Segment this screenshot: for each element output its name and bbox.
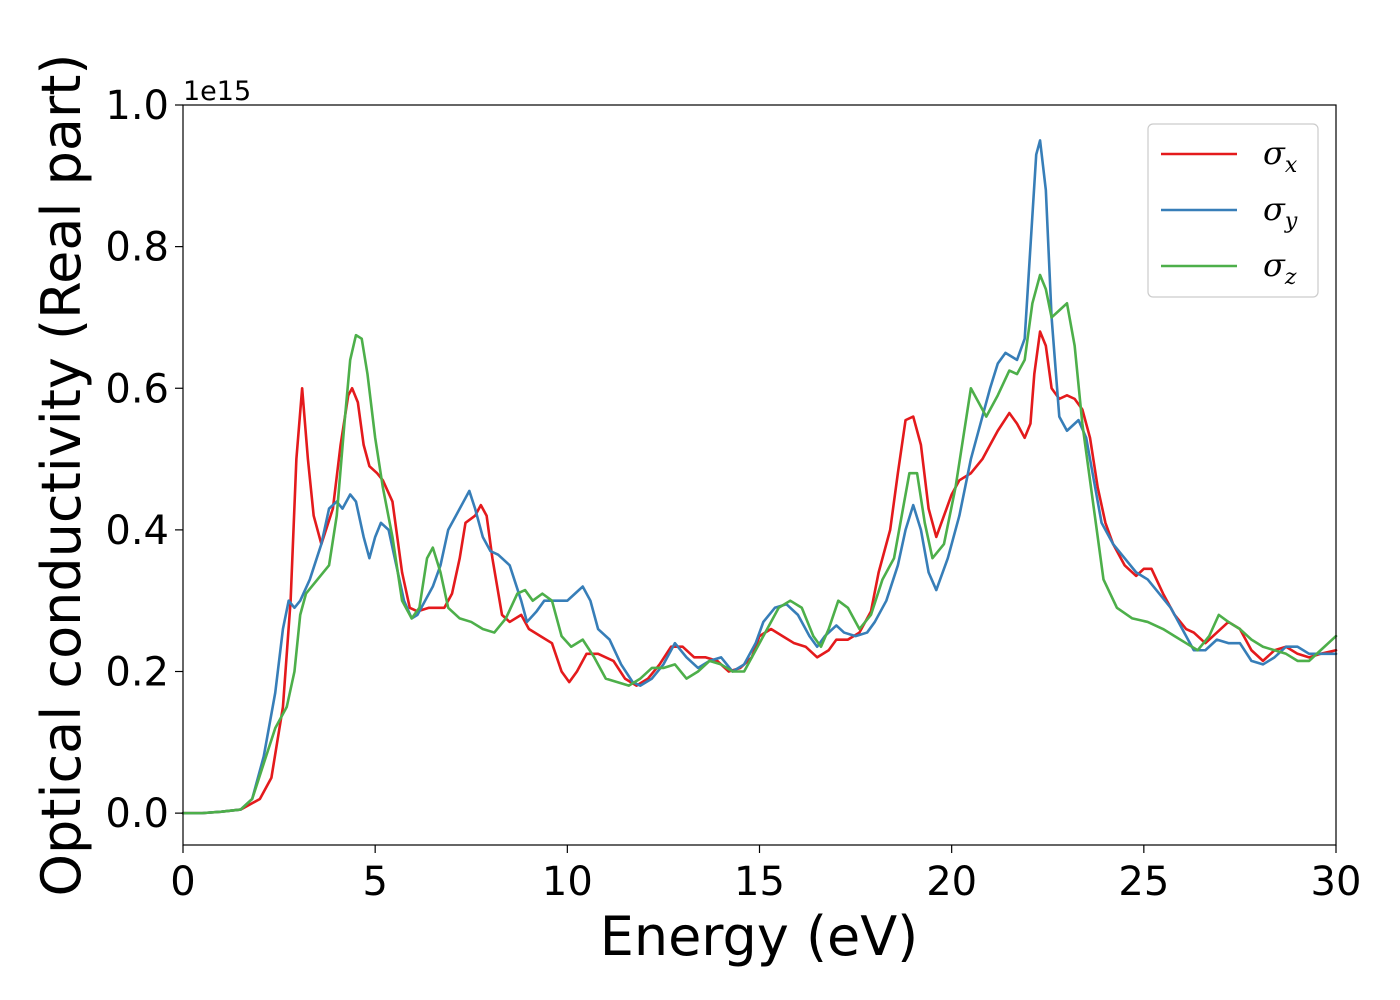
y-axis-title: Optical conductivity (Real part)	[30, 54, 93, 897]
y-tick-label: 0.4	[105, 508, 169, 554]
x-tick-label: 5	[362, 859, 387, 905]
legend: σx σy σz	[1147, 123, 1319, 298]
x-axis-title: Energy (eV)	[600, 905, 919, 968]
plot-series-group	[181, 139, 1338, 815]
x-tick-label: 0	[170, 859, 195, 905]
y-tick-label: 0.6	[105, 366, 169, 412]
x-tick-label: 30	[1311, 859, 1362, 905]
series-line-y	[181, 139, 1338, 815]
x-tick-label: 20	[926, 859, 977, 905]
y-tick-label: 0.0	[105, 791, 169, 837]
legend-label-y: σy	[1263, 190, 1298, 234]
y-tick-label: 0.2	[105, 650, 169, 696]
y-tick-label: 0.8	[105, 225, 169, 271]
x-axis-ticks: 0 5 10 15 20 25 30	[170, 845, 1361, 905]
series-line-z	[181, 273, 1338, 815]
y-axis-ticks: 0.0 0.2 0.4 0.6 0.8 1.0	[105, 83, 183, 837]
y-axis-offset-text: 1e15	[183, 76, 251, 107]
x-tick-label: 15	[734, 859, 785, 905]
legend-label-z: σz	[1263, 246, 1297, 290]
x-tick-label: 10	[542, 859, 593, 905]
x-tick-label: 25	[1118, 859, 1169, 905]
y-tick-label: 1.0	[105, 83, 169, 129]
legend-label-x: σx	[1263, 134, 1298, 178]
